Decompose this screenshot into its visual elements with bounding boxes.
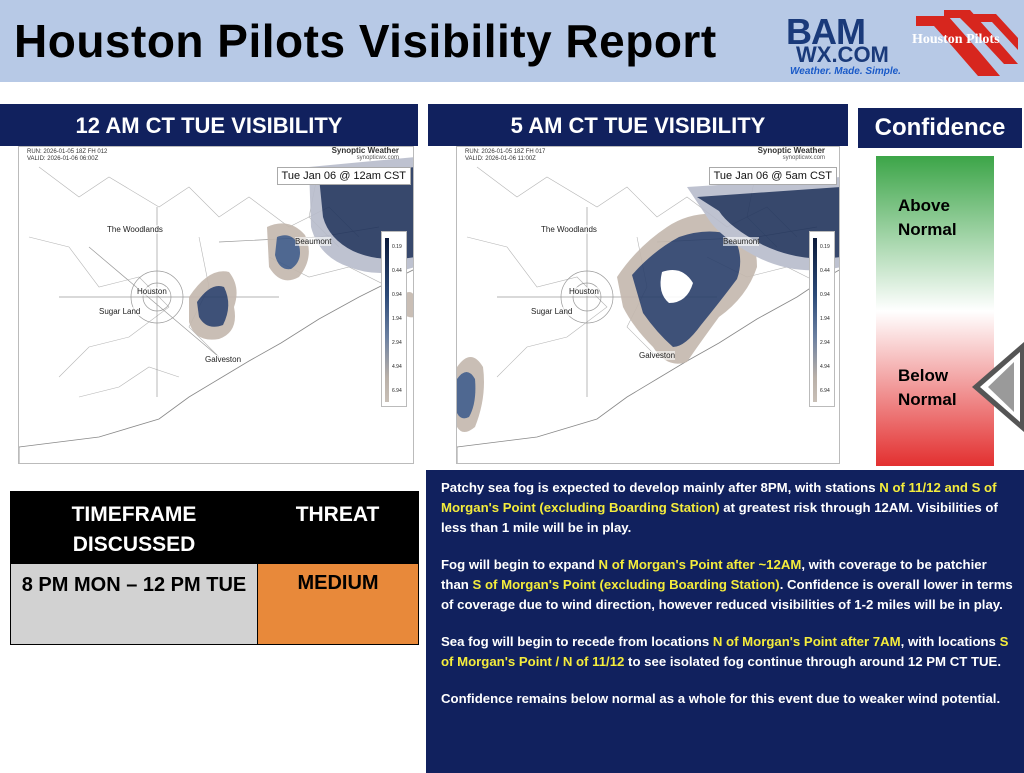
map1-legend-tick: 0.94 xyxy=(392,292,402,298)
map1-legend-colorbar xyxy=(385,238,389,402)
map1-basemap xyxy=(19,157,413,463)
map2-legend-tick: 4.94 xyxy=(820,364,830,370)
timeframe-header: TIMEFRAME DISCUSSED xyxy=(71,503,197,556)
discussion-text: , with locations xyxy=(900,634,1000,649)
header-banner: Houston Pilots Visibility Report BAM WX.… xyxy=(0,0,1024,82)
map2-legend-tick: 6.94 xyxy=(820,388,830,394)
discussion-text: . Confidence is overall lower in terms o… xyxy=(441,577,1013,612)
discussion-text: Sea fog will begin to recede from locati… xyxy=(441,634,713,649)
houston-pilots-logo-text: Houston Pilots xyxy=(912,32,1000,47)
timeframe-value: 8 PM MON – 12 PM TUE xyxy=(11,564,258,644)
map1-legend-tick: 6.94 xyxy=(392,388,402,394)
confidence-pointer-icon xyxy=(972,342,1024,432)
houston-pilots-emblem-icon xyxy=(916,10,1018,76)
map2-valid-time: Tue Jan 06 @ 5am CST xyxy=(708,167,837,185)
map1-valid-line: VALID: 2026-01-06 06:00Z xyxy=(27,156,99,162)
map1-title: 12 AM CT TUE VISIBILITY xyxy=(0,104,418,146)
discussion-highlight: S of Morgan's Point (excluding Boarding … xyxy=(472,577,780,592)
threat-level-value: MEDIUM xyxy=(258,564,418,644)
map1-city-label: Sugar Land xyxy=(99,307,141,316)
bam-logo-tagline: Weather. Made. Simple. xyxy=(790,66,901,77)
map2-title: 5 AM CT TUE VISIBILITY xyxy=(428,104,848,146)
map1-legend-tick: 1.94 xyxy=(392,316,402,322)
map2-run-line: RUN: 2026-01-05 18Z FH 017 xyxy=(465,149,546,155)
map1-city-label: The Woodlands xyxy=(107,225,163,234)
map2-city-label: Sugar Land xyxy=(531,307,573,316)
visibility-map-5am: RUN: 2026-01-05 18Z FH 017 VALID: 2026-01… xyxy=(456,146,840,464)
map2-legend: 0.19 0.44 0.94 1.94 2.94 4.94 6.94 xyxy=(809,231,835,407)
map2-basemap xyxy=(457,166,839,463)
discussion-highlight: N of Morgan's Point after ~12AM xyxy=(598,557,802,572)
map1-brand: Synoptic Weather xyxy=(331,146,399,155)
discussion-paragraph-4: Confidence remains below normal as a who… xyxy=(441,689,1014,709)
bam-logo-top: BAM xyxy=(786,11,866,52)
discussion-paragraph-3: Sea fog will begin to recede from locati… xyxy=(441,632,1014,672)
map1-city-label: Houston xyxy=(137,287,167,296)
map1-valid-time: Tue Jan 06 @ 12am CST xyxy=(276,167,411,185)
map1-legend-tick: 2.94 xyxy=(392,340,402,346)
discussion-text: Patchy sea fog is expected to develop ma… xyxy=(441,480,880,495)
map2-city-label: Houston xyxy=(569,287,599,296)
threat-header: THREAT xyxy=(295,503,380,526)
map2-run-info: RUN: 2026-01-05 18Z FH 017 VALID: 2026-01… xyxy=(465,149,545,163)
confidence-above-label: Above Normal xyxy=(898,196,957,239)
map2-legend-tick: 0.19 xyxy=(820,244,830,250)
bam-wx-logo: BAM WX.COM Weather. Made. Simple. xyxy=(786,11,904,78)
discussion-text: Confidence remains below normal as a who… xyxy=(441,691,1001,706)
map2-legend-tick: 0.44 xyxy=(820,268,830,274)
discussion-text: at greatest risk through 12AM. Visibilit… xyxy=(441,500,998,535)
map2-legend-colorbar xyxy=(813,238,817,402)
map2-legend-tick: 0.94 xyxy=(820,292,830,298)
map1-legend-tick: 4.94 xyxy=(392,364,402,370)
map1-run-line: RUN: 2026-01-05 18Z FH 012 xyxy=(27,149,108,155)
confidence-title: Confidence xyxy=(858,108,1022,148)
map1-legend: 0.19 0.44 0.94 1.94 2.94 4.94 6.94 xyxy=(381,231,407,407)
map2-city-label: Galveston xyxy=(639,351,676,360)
confidence-gradient-bar xyxy=(876,156,994,466)
threat-table-header: TIMEFRAME DISCUSSED THREAT xyxy=(11,492,418,564)
forecast-discussion: Patchy sea fog is expected to develop ma… xyxy=(426,470,1024,773)
threat-table: TIMEFRAME DISCUSSED THREAT 8 PM MON – 12… xyxy=(10,491,419,645)
map1-city-label: Beaumont xyxy=(295,237,332,246)
discussion-paragraph-2: Fog will begin to expand N of Morgan's P… xyxy=(441,555,1014,615)
map2-legend-tick: 2.94 xyxy=(820,340,830,346)
map1-legend-tick: 0.19 xyxy=(392,244,402,250)
map2-city-label: Beaumont xyxy=(723,237,760,246)
map2-legend-tick: 1.94 xyxy=(820,316,830,322)
discussion-text: to see isolated fog continue through aro… xyxy=(624,654,1001,669)
discussion-text: , with coverage to be patchier than xyxy=(441,557,987,592)
map1-brand-url: synopticwx.com xyxy=(356,155,399,161)
page-title: Houston Pilots Visibility Report xyxy=(14,15,717,67)
map2-city-label: The Woodlands xyxy=(541,225,597,234)
map1-run-info: RUN: 2026-01-05 18Z FH 012 VALID: 2026-01… xyxy=(27,149,107,163)
bam-logo-bottom: WX.COM xyxy=(796,42,889,67)
map1-city-label: Galveston xyxy=(205,355,242,364)
visibility-map-12am: RUN: 2026-01-05 18Z FH 012 VALID: 2026-01… xyxy=(18,146,414,464)
map1-legend-tick: 0.44 xyxy=(392,268,402,274)
discussion-text: Fog will begin to expand xyxy=(441,557,599,572)
map2-brand-url: synopticwx.com xyxy=(782,155,825,161)
discussion-paragraph-1: Patchy sea fog is expected to develop ma… xyxy=(441,478,1014,538)
confidence-below-label: Below Normal xyxy=(898,366,957,409)
map2-brand: Synoptic Weather xyxy=(757,146,825,155)
map2-valid-line: VALID: 2026-01-06 11:00Z xyxy=(465,156,536,162)
discussion-highlight: N of Morgan's Point after 7AM xyxy=(712,634,901,649)
discussion-highlight: N of 11/12 and S of Morgan's Point (excl… xyxy=(441,480,997,515)
houston-pilots-logo: Houston Pilots xyxy=(908,10,1018,76)
discussion-highlight: S of Morgan's Point / N of 11/12 xyxy=(441,634,1009,669)
